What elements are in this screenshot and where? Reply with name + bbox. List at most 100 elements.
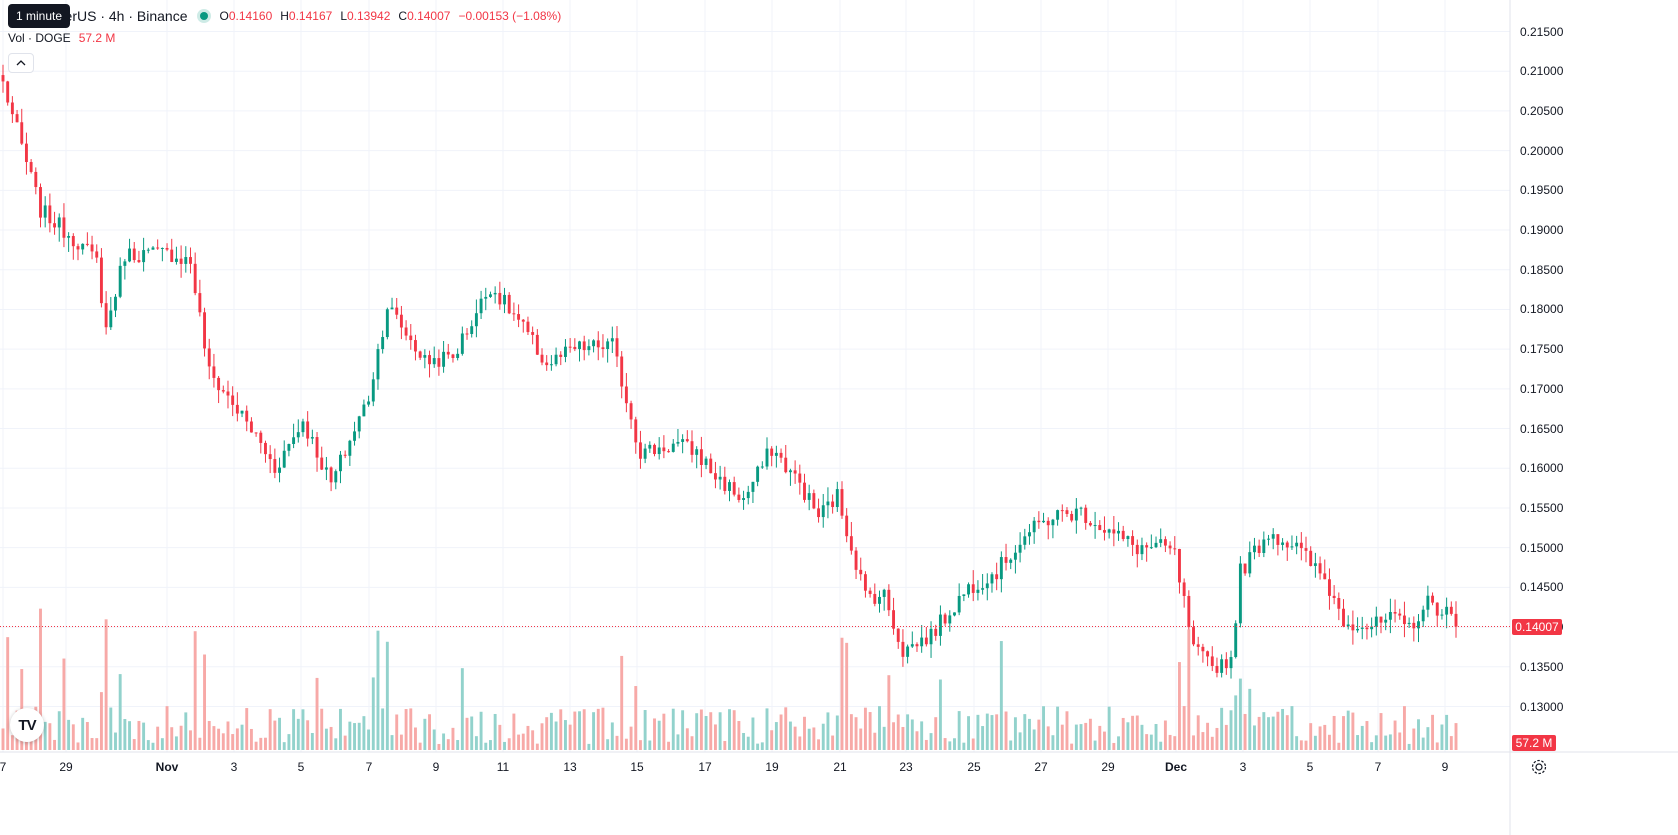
candle-body: [446, 351, 450, 355]
candle-body: [699, 449, 703, 465]
candle-body: [160, 247, 164, 249]
volume-bar: [1393, 720, 1397, 750]
candle-body: [1304, 548, 1308, 551]
price-tick-label: 0.18500: [1520, 262, 1564, 277]
volume-bar: [76, 742, 80, 750]
volume-bar: [793, 726, 797, 750]
volume-bar: [596, 708, 600, 750]
candle-body: [1121, 530, 1125, 540]
candle-body: [657, 447, 661, 455]
candle-body: [624, 386, 628, 404]
volume-bar: [803, 716, 806, 750]
candle-body: [817, 508, 821, 518]
volume-bar: [418, 742, 422, 750]
volume-bar: [1374, 735, 1378, 750]
candle-body: [1253, 545, 1256, 553]
volume-bar: [967, 716, 970, 750]
volume-label[interactable]: Vol · DOGE: [8, 31, 71, 45]
candle-body: [179, 258, 183, 264]
candle-body: [353, 431, 356, 441]
market-status-dot-icon: [199, 12, 208, 20]
candle-body: [503, 294, 506, 305]
volume-bar: [24, 739, 28, 750]
candle-body: [521, 319, 525, 322]
candle-body: [1402, 615, 1406, 625]
candle-body: [760, 466, 764, 468]
candle-body: [1407, 622, 1411, 625]
volume-bar: [395, 714, 399, 750]
candle-body: [540, 354, 544, 363]
candle-body: [231, 395, 235, 405]
candle-body: [1196, 644, 1200, 647]
volume-bar: [929, 733, 933, 750]
volume-bar: [245, 708, 249, 750]
volume-bar: [329, 726, 333, 750]
volume-bar: [620, 655, 624, 750]
candle-body: [709, 458, 713, 474]
collapse-legend-button[interactable]: [8, 53, 34, 73]
volume-bar: [1201, 732, 1205, 750]
volume-bar: [1304, 740, 1308, 750]
candle-body: [1018, 544, 1022, 553]
tradingview-logo-icon[interactable]: TV: [10, 708, 44, 742]
candle-body: [873, 593, 877, 604]
candle-body: [746, 491, 750, 499]
volume-bar: [713, 724, 717, 750]
volume-bar: [357, 722, 361, 750]
candle-body: [1201, 646, 1205, 652]
candle-body: [943, 614, 947, 624]
volume-bar: [1215, 727, 1219, 750]
volume-bar: [910, 719, 914, 750]
volume-bar: [563, 720, 567, 750]
volume-bar: [142, 722, 146, 750]
candle-body: [559, 354, 563, 357]
volume-bar: [1182, 706, 1186, 750]
settings-gear-icon[interactable]: [1530, 758, 1548, 776]
volume-bar: [1023, 714, 1027, 750]
candle-body: [1229, 657, 1233, 669]
volume-bar: [592, 712, 596, 750]
volume-bar: [414, 727, 417, 750]
volume-bar: [835, 715, 839, 750]
candle-body: [460, 333, 464, 354]
candle-body: [296, 432, 300, 438]
volume-bar: [615, 735, 619, 750]
candle-body: [123, 261, 127, 266]
candle-body: [549, 364, 553, 366]
candle-body: [268, 454, 272, 460]
volume-bar: [821, 723, 825, 750]
volume-bar: [999, 641, 1003, 750]
volume-bar: [399, 734, 403, 750]
volume-bar: [1206, 722, 1210, 750]
price-tick-label: 0.21000: [1520, 64, 1564, 79]
candle-body: [915, 644, 919, 647]
volume-bar: [292, 709, 296, 750]
time-tick-label: 7: [0, 760, 7, 774]
candle-body: [207, 348, 211, 367]
volume-bar: [348, 721, 352, 750]
volume-bar: [254, 741, 258, 750]
volume-bar: [1093, 740, 1097, 750]
volume-bar: [1267, 717, 1270, 750]
volume-bar: [742, 732, 746, 750]
candle-body: [793, 470, 797, 474]
candle-body: [282, 450, 286, 468]
candle-body: [1271, 534, 1275, 539]
candle-body: [278, 467, 281, 473]
volume-bar: [1065, 711, 1069, 750]
volume-bar: [1112, 742, 1116, 750]
volume-bar: [432, 729, 436, 750]
candle-body: [310, 437, 314, 439]
candle-body: [1435, 602, 1439, 616]
time-tick-label: 9: [1441, 760, 1449, 774]
volume-bar: [517, 734, 521, 750]
candle-body: [292, 437, 296, 445]
candle-body: [1374, 616, 1378, 627]
volume-bar: [901, 726, 905, 750]
volume-bar: [249, 728, 253, 750]
candle-body: [10, 102, 14, 115]
candle-body: [1168, 545, 1172, 549]
candle-body: [76, 246, 80, 250]
volume-bar: [587, 743, 591, 750]
